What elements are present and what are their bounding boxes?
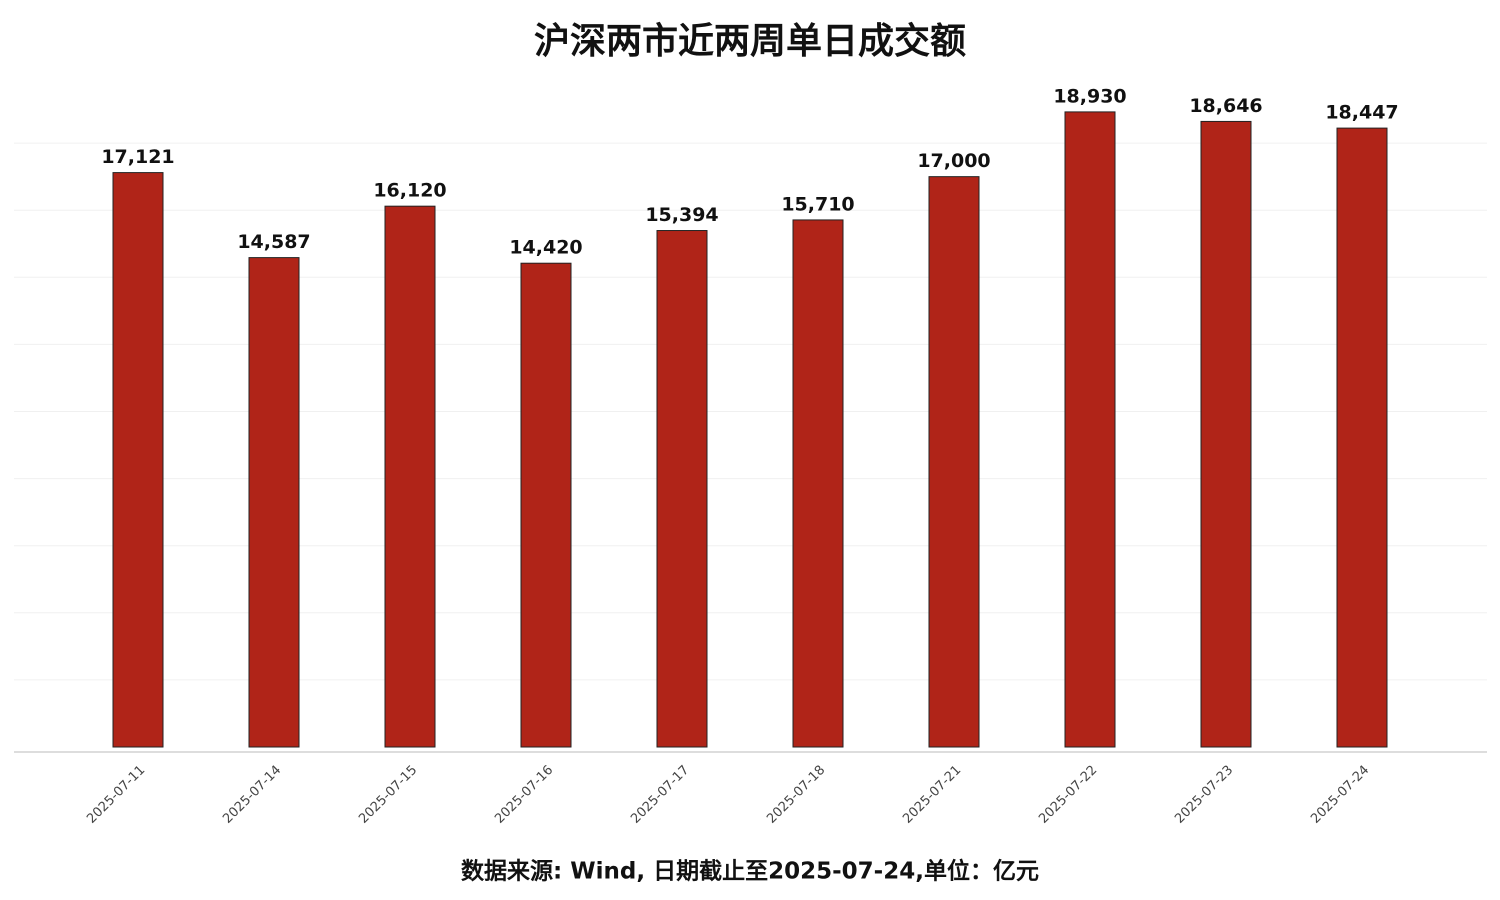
bar — [520, 262, 572, 748]
value-label: 16,120 — [373, 180, 446, 202]
value-label: 15,710 — [781, 193, 854, 215]
value-label: 18,646 — [1189, 95, 1262, 117]
chart-title: 沪深两市近两周单日成交额 — [534, 20, 966, 62]
value-label: 18,930 — [1053, 85, 1126, 107]
value-label: 17,121 — [101, 146, 174, 168]
bar — [1064, 111, 1116, 748]
x-tick-label: 2025-07-14 — [220, 763, 284, 827]
bar — [656, 230, 708, 748]
x-tick-label: 2025-07-21 — [900, 763, 964, 827]
bar — [1336, 127, 1388, 748]
x-tick-label: 2025-07-16 — [492, 763, 556, 827]
value-label: 17,000 — [917, 150, 990, 172]
x-tick-label: 2025-07-17 — [628, 763, 692, 827]
value-label: 15,394 — [645, 204, 718, 226]
bar — [384, 205, 436, 748]
bar — [1200, 120, 1252, 748]
x-tick-label: 2025-07-18 — [764, 763, 828, 827]
x-tick-label: 2025-07-23 — [1172, 763, 1236, 827]
value-label: 14,420 — [509, 237, 582, 259]
x-tick-label: 2025-07-22 — [1036, 763, 1100, 827]
x-tick-label: 2025-07-15 — [356, 763, 420, 827]
value-label: 18,447 — [1325, 102, 1398, 124]
bar — [248, 257, 300, 748]
bar — [928, 176, 980, 748]
x-tick-label: 2025-07-11 — [84, 763, 148, 827]
bar — [112, 172, 164, 748]
bar — [792, 219, 844, 748]
footnote: 数据来源: Wind, 日期截止至2025-07-24,单位：亿元 — [461, 858, 1039, 885]
x-tick-label: 2025-07-24 — [1308, 763, 1372, 827]
value-label: 14,587 — [237, 231, 310, 253]
